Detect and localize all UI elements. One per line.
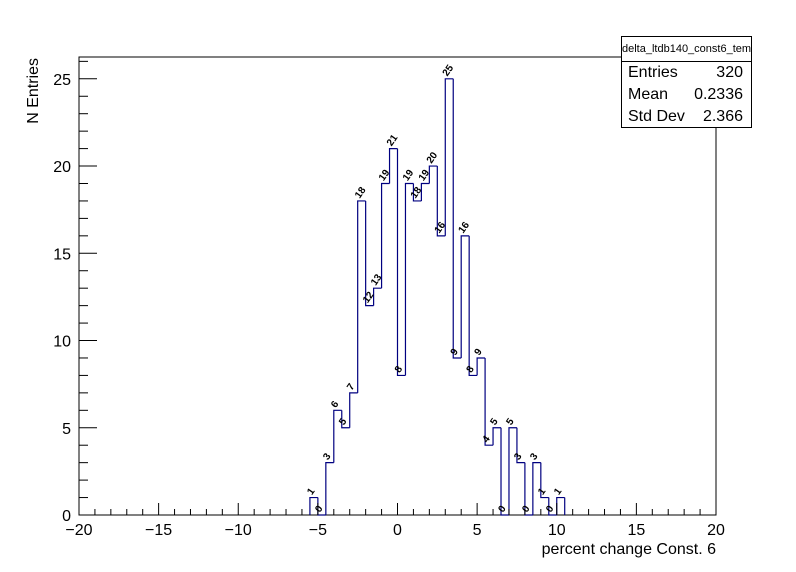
histogram-bin bbox=[532, 462, 541, 515]
histogram-bin bbox=[452, 78, 462, 359]
x-tick-label: −10 bbox=[225, 522, 252, 539]
y-axis-title: N Entries bbox=[25, 58, 42, 124]
bin-count-label: 4 bbox=[481, 434, 493, 445]
bin-count-label: 0 bbox=[544, 503, 556, 514]
bin-count-label: 9 bbox=[473, 346, 485, 357]
histogram-bin bbox=[388, 148, 398, 184]
histogram-bin bbox=[548, 497, 557, 516]
histogram-bin bbox=[333, 409, 342, 463]
bin-count-label: 8 bbox=[393, 364, 405, 375]
stats-value: 320 bbox=[716, 64, 743, 81]
histogram-bin bbox=[436, 166, 446, 237]
bin-count-label: 8 bbox=[465, 364, 477, 375]
bin-count-label: 1 bbox=[536, 486, 548, 497]
x-tick-label: −15 bbox=[145, 522, 172, 539]
histogram-bin bbox=[412, 183, 422, 202]
histogram-bin bbox=[357, 200, 366, 393]
bin-count-label: 1 bbox=[552, 486, 564, 497]
stats-value: 2.366 bbox=[702, 108, 743, 125]
histogram-bin bbox=[508, 427, 517, 515]
bin-count-label: 0 bbox=[520, 503, 532, 514]
bin-count-label: 3 bbox=[512, 451, 524, 462]
bin-count-label: 16 bbox=[457, 220, 473, 236]
histogram-bin bbox=[396, 148, 406, 377]
bin-count-label: 0 bbox=[496, 503, 508, 514]
histogram-bin bbox=[484, 357, 494, 446]
histogram-bin bbox=[476, 357, 486, 376]
histogram-bin bbox=[309, 496, 318, 515]
histogram-bin bbox=[325, 462, 334, 515]
histogram-bin bbox=[380, 182, 390, 289]
y-tick-label: 10 bbox=[53, 334, 71, 351]
x-tick-label: 10 bbox=[548, 522, 566, 539]
bin-count-label: 19 bbox=[401, 167, 417, 183]
bin-count-label: 18 bbox=[353, 185, 369, 201]
stats-label: Std Dev bbox=[628, 108, 685, 125]
bin-count-label: 25 bbox=[441, 63, 457, 79]
x-tick-label: 20 bbox=[707, 522, 725, 539]
bin-count-label: 19 bbox=[417, 167, 433, 183]
y-tick-label: 0 bbox=[62, 508, 71, 525]
histogram-bin bbox=[492, 427, 502, 446]
histogram-bin bbox=[500, 427, 509, 516]
histogram-bin bbox=[444, 78, 454, 236]
bin-count-label: 5 bbox=[488, 416, 500, 427]
histogram-bin bbox=[373, 287, 382, 306]
bin-count-label: 5 bbox=[504, 416, 516, 427]
bin-count-label: 6 bbox=[329, 399, 341, 410]
histogram-bin bbox=[365, 200, 374, 307]
stats-label: Entries bbox=[628, 64, 678, 81]
histogram-bin bbox=[468, 235, 478, 377]
bin-count-label: 20 bbox=[425, 150, 441, 166]
bin-count-label: 1 bbox=[305, 486, 317, 497]
histogram-bin bbox=[516, 427, 525, 464]
bin-count-label: 9 bbox=[449, 346, 461, 357]
y-tick-label: 20 bbox=[53, 159, 71, 176]
bin-count-label: 7 bbox=[345, 381, 357, 392]
bin-count-label: 16 bbox=[433, 220, 449, 236]
y-tick-label: 5 bbox=[62, 421, 71, 438]
bin-count-label: 21 bbox=[385, 133, 401, 149]
histogram-bin bbox=[540, 462, 549, 499]
stats-label: Mean bbox=[628, 86, 669, 103]
x-tick-label: 0 bbox=[393, 522, 402, 539]
bin-count-label: 19 bbox=[377, 167, 393, 183]
y-tick-label: 15 bbox=[53, 246, 71, 263]
bin-count-label: 18 bbox=[409, 185, 425, 201]
bin-count-label: 0 bbox=[313, 503, 325, 514]
histogram-bin bbox=[349, 392, 358, 428]
stats-row-mean: Mean 0.2336 bbox=[622, 84, 751, 106]
stats-row-stddev: Std Dev 2.366 bbox=[622, 106, 751, 128]
x-tick-label: −5 bbox=[309, 522, 327, 539]
histogram-bin bbox=[420, 182, 430, 201]
bin-count-label: 3 bbox=[321, 451, 333, 462]
x-tick-label: −20 bbox=[65, 522, 92, 539]
bin-count-label: 13 bbox=[369, 272, 385, 288]
x-tick-label: 15 bbox=[627, 522, 645, 539]
stats-value: 0.2336 bbox=[694, 86, 743, 103]
histogram-bin bbox=[556, 496, 565, 515]
histogram-bin bbox=[460, 235, 470, 358]
x-axis-title: percent change Const. 6 bbox=[542, 541, 716, 558]
y-tick-label: 25 bbox=[53, 72, 71, 89]
histogram-bin bbox=[341, 410, 350, 429]
bin-count-label: 12 bbox=[361, 290, 377, 306]
bin-count-label: 3 bbox=[528, 451, 540, 462]
stats-box: delta_ltdb140_const6_temp Entries 320 Me… bbox=[621, 36, 752, 128]
histogram-bin bbox=[404, 182, 414, 376]
histogram-bin bbox=[428, 165, 438, 184]
bin-count-label: 5 bbox=[337, 416, 349, 427]
stats-title: delta_ltdb140_const6_temp bbox=[622, 37, 751, 62]
x-tick-label: 5 bbox=[473, 522, 482, 539]
stats-row-entries: Entries 320 bbox=[622, 62, 751, 84]
